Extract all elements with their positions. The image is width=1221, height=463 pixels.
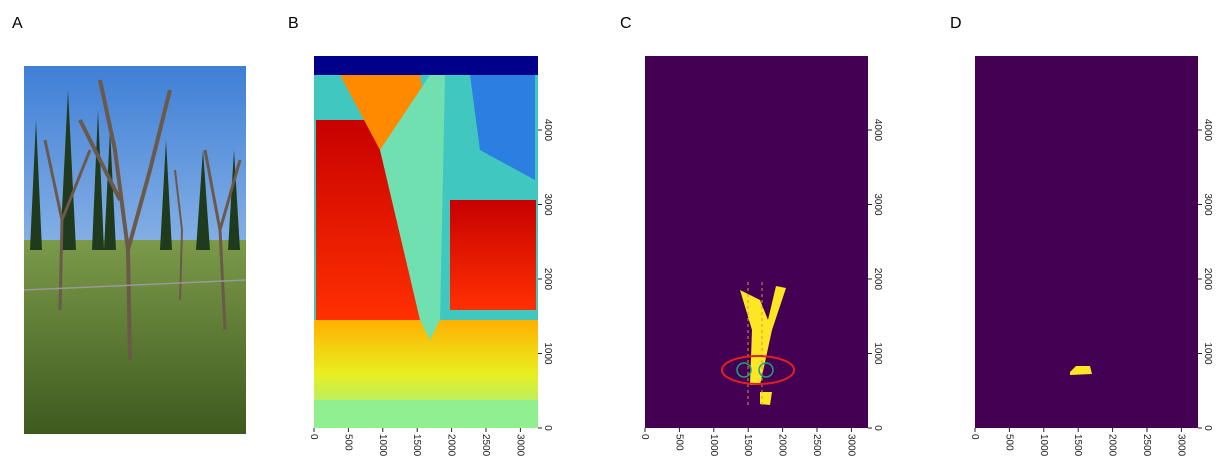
y-tick-label: 3000 (872, 193, 883, 216)
x-tick-label: 500 (673, 434, 684, 451)
x-tick-label: 1500 (411, 434, 422, 457)
y-tick-label: 0 (1202, 425, 1213, 431)
x-tick-label: 3000 (514, 434, 525, 457)
y-tick-label: 1000 (1202, 342, 1213, 365)
x-tick-label: 1000 (377, 434, 388, 457)
y-tick-label: 2000 (872, 268, 883, 291)
y-tick-label: 0 (872, 425, 883, 431)
x-tick-label: 2500 (480, 434, 491, 457)
y-tick-label: 1000 (872, 342, 883, 365)
x-tick-label: 2000 (777, 434, 788, 457)
x-tick-label: 1000 (1038, 434, 1049, 457)
x-tick-label: 0 (969, 434, 980, 440)
panel-label: C (620, 15, 632, 32)
y-tick-label: 3000 (542, 193, 553, 216)
y-tick-label: 4000 (542, 119, 553, 142)
x-tick-label: 3000 (1175, 434, 1186, 457)
y-tick-label: 1000 (542, 342, 553, 365)
x-tick-label: 2500 (811, 434, 822, 457)
x-tick-label: 2000 (446, 434, 457, 457)
x-tick-label: 2000 (1107, 434, 1118, 457)
x-tick-label: 0 (639, 434, 650, 440)
x-tick-label: 1500 (1072, 434, 1083, 457)
x-tick-label: 500 (1003, 434, 1014, 451)
y-tick-label: 4000 (1202, 119, 1213, 142)
x-tick-label: 3000 (845, 434, 856, 457)
panel-label: B (288, 15, 299, 32)
x-tick-label: 2500 (1141, 434, 1152, 457)
photo (23, 66, 247, 434)
x-tick-label: 500 (342, 434, 353, 451)
y-tick-label: 4000 (872, 119, 883, 142)
depth-map (314, 56, 538, 428)
y-tick-label: 2000 (1202, 268, 1213, 291)
y-tick-label: 0 (542, 425, 553, 431)
x-tick-label: 1000 (708, 434, 719, 457)
mask-d (975, 56, 1198, 428)
panel-label: A (12, 15, 23, 32)
mask-c (645, 56, 868, 428)
y-tick-label: 3000 (1202, 193, 1213, 216)
x-tick-label: 0 (308, 434, 319, 440)
panel-label: D (950, 15, 962, 32)
x-tick-label: 1500 (742, 434, 753, 457)
y-tick-label: 2000 (542, 268, 553, 291)
